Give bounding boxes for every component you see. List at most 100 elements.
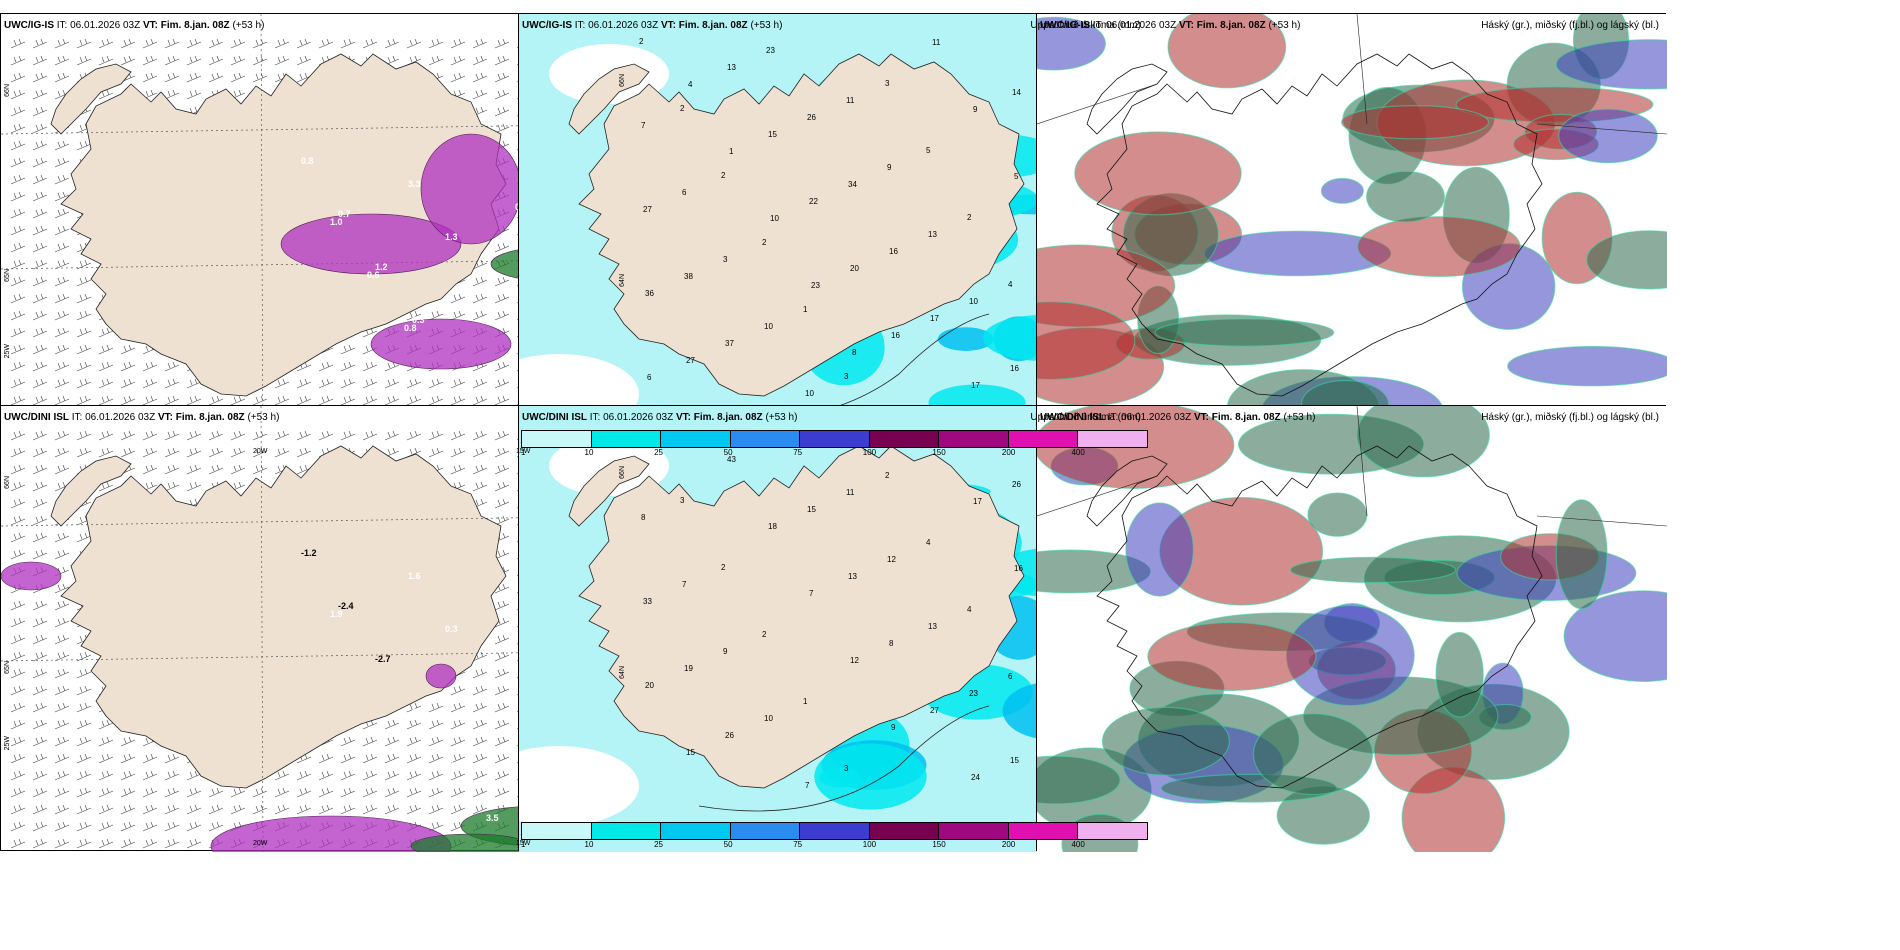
wind-barb — [340, 430, 356, 441]
wind-barb — [32, 106, 48, 117]
wind-barb — [76, 668, 92, 679]
wind-barb — [362, 38, 378, 49]
wind-barb — [10, 259, 26, 270]
wind-barb — [362, 770, 378, 781]
wind-barb — [54, 719, 70, 730]
precip-total-label: 9 — [973, 105, 978, 114]
wind-barb — [54, 787, 70, 798]
precip-total-label: 22 — [809, 197, 818, 206]
vt-label: VT: — [660, 20, 676, 31]
wind-barb — [186, 55, 202, 66]
wind-barb — [10, 821, 26, 832]
wind-barb — [494, 430, 510, 441]
precip-total-label: 16 — [889, 247, 898, 256]
wind-barb — [450, 310, 466, 321]
map-frame: UWC/DINI ISL IT: 06.01.2026 03Z VT: Fim.… — [1036, 405, 1667, 852]
precip-total-label: 2 — [721, 171, 726, 180]
wind-barb — [142, 395, 158, 406]
wind-barb — [76, 719, 92, 730]
colorbar-segment — [590, 822, 662, 840]
wind-barb — [10, 515, 26, 526]
wind-barb — [494, 668, 510, 679]
wind-barb — [450, 464, 466, 475]
wind-barb — [362, 395, 378, 406]
wind-barb — [208, 464, 224, 475]
wind-barb — [340, 787, 356, 798]
wind-barb — [340, 753, 356, 764]
init-time: 06.01.2026 03Z — [85, 412, 156, 423]
wind-barb — [32, 600, 48, 611]
wind-barb — [494, 38, 510, 49]
wind-barb — [76, 259, 92, 270]
wind-barb — [472, 447, 488, 458]
valid-time: Fim. 8.jan. 08Z — [693, 412, 763, 423]
wind-barb — [32, 327, 48, 338]
wind-barb — [98, 753, 114, 764]
wind-barb — [76, 310, 92, 321]
precip-total-label: 3 — [844, 764, 849, 773]
wind-barb — [472, 89, 488, 100]
wind-barb — [32, 736, 48, 747]
wind-barb — [472, 804, 488, 815]
wind-barb — [186, 770, 202, 781]
wind-barb — [296, 447, 312, 458]
wind-barb — [164, 378, 180, 389]
wind-barb — [450, 685, 466, 696]
wind-barb — [164, 447, 180, 458]
precip-total-label: 27 — [930, 706, 939, 715]
wind-barb — [54, 293, 70, 304]
wind-barb — [142, 38, 158, 49]
colorbar-segment — [938, 822, 1009, 840]
wind-barb — [76, 821, 92, 832]
wind-barb — [186, 38, 202, 49]
wind-barb — [384, 361, 400, 372]
wind-barb — [318, 38, 334, 49]
panel-bottom-right-cloud: UWC/DINI ISL IT: 06.01.2026 03Z VT: Fim.… — [1036, 405, 1667, 852]
wind-barb — [54, 208, 70, 219]
wind-barb — [186, 72, 202, 83]
wind-barb — [186, 430, 202, 441]
colorbar-label: 10 — [584, 448, 594, 457]
precip-total-label: 34 — [848, 180, 857, 189]
precip-total-label: 11 — [846, 488, 855, 497]
wind-barb — [340, 770, 356, 781]
wind-barb — [54, 736, 70, 747]
precip-total-label: 4 — [1008, 280, 1013, 289]
wind-barb — [494, 685, 510, 696]
precip-value-label: 0.3 — [412, 315, 425, 325]
wind-barb — [142, 361, 158, 372]
wind-barb — [10, 378, 26, 389]
wind-barb — [32, 668, 48, 679]
wind-barb — [120, 770, 136, 781]
wind-barb — [450, 702, 466, 713]
wind-barb — [98, 55, 114, 66]
wind-barb — [340, 378, 356, 389]
wind-barb — [428, 395, 444, 406]
vt-label: VT: — [675, 412, 691, 423]
wind-barb — [10, 157, 26, 168]
wind-barb — [10, 225, 26, 236]
wind-barb — [10, 787, 26, 798]
colorbar-label: 100 — [862, 840, 877, 849]
wind-barb — [120, 361, 136, 372]
wind-barb — [208, 821, 224, 832]
wind-barb — [252, 787, 268, 798]
wind-barb — [76, 430, 92, 441]
wind-barb — [208, 55, 224, 66]
wind-barb — [32, 174, 48, 185]
wind-barb — [54, 72, 70, 83]
init-time: 06.01.2026 03Z — [1106, 20, 1177, 31]
precip-value-label: 0.6 — [412, 707, 425, 717]
precip-area — [370, 318, 512, 370]
precip-total-label: 7 — [809, 589, 814, 598]
wind-barb — [450, 736, 466, 747]
wind-barb — [10, 634, 26, 645]
wind-barb — [10, 140, 26, 151]
wind-barb — [142, 753, 158, 764]
wind-barb — [10, 55, 26, 66]
precip-area — [937, 327, 994, 351]
precip-total-label: 13 — [928, 230, 937, 239]
wind-barb — [10, 685, 26, 696]
colorbar-label: 50 — [723, 840, 733, 849]
wind-barb — [98, 719, 114, 730]
